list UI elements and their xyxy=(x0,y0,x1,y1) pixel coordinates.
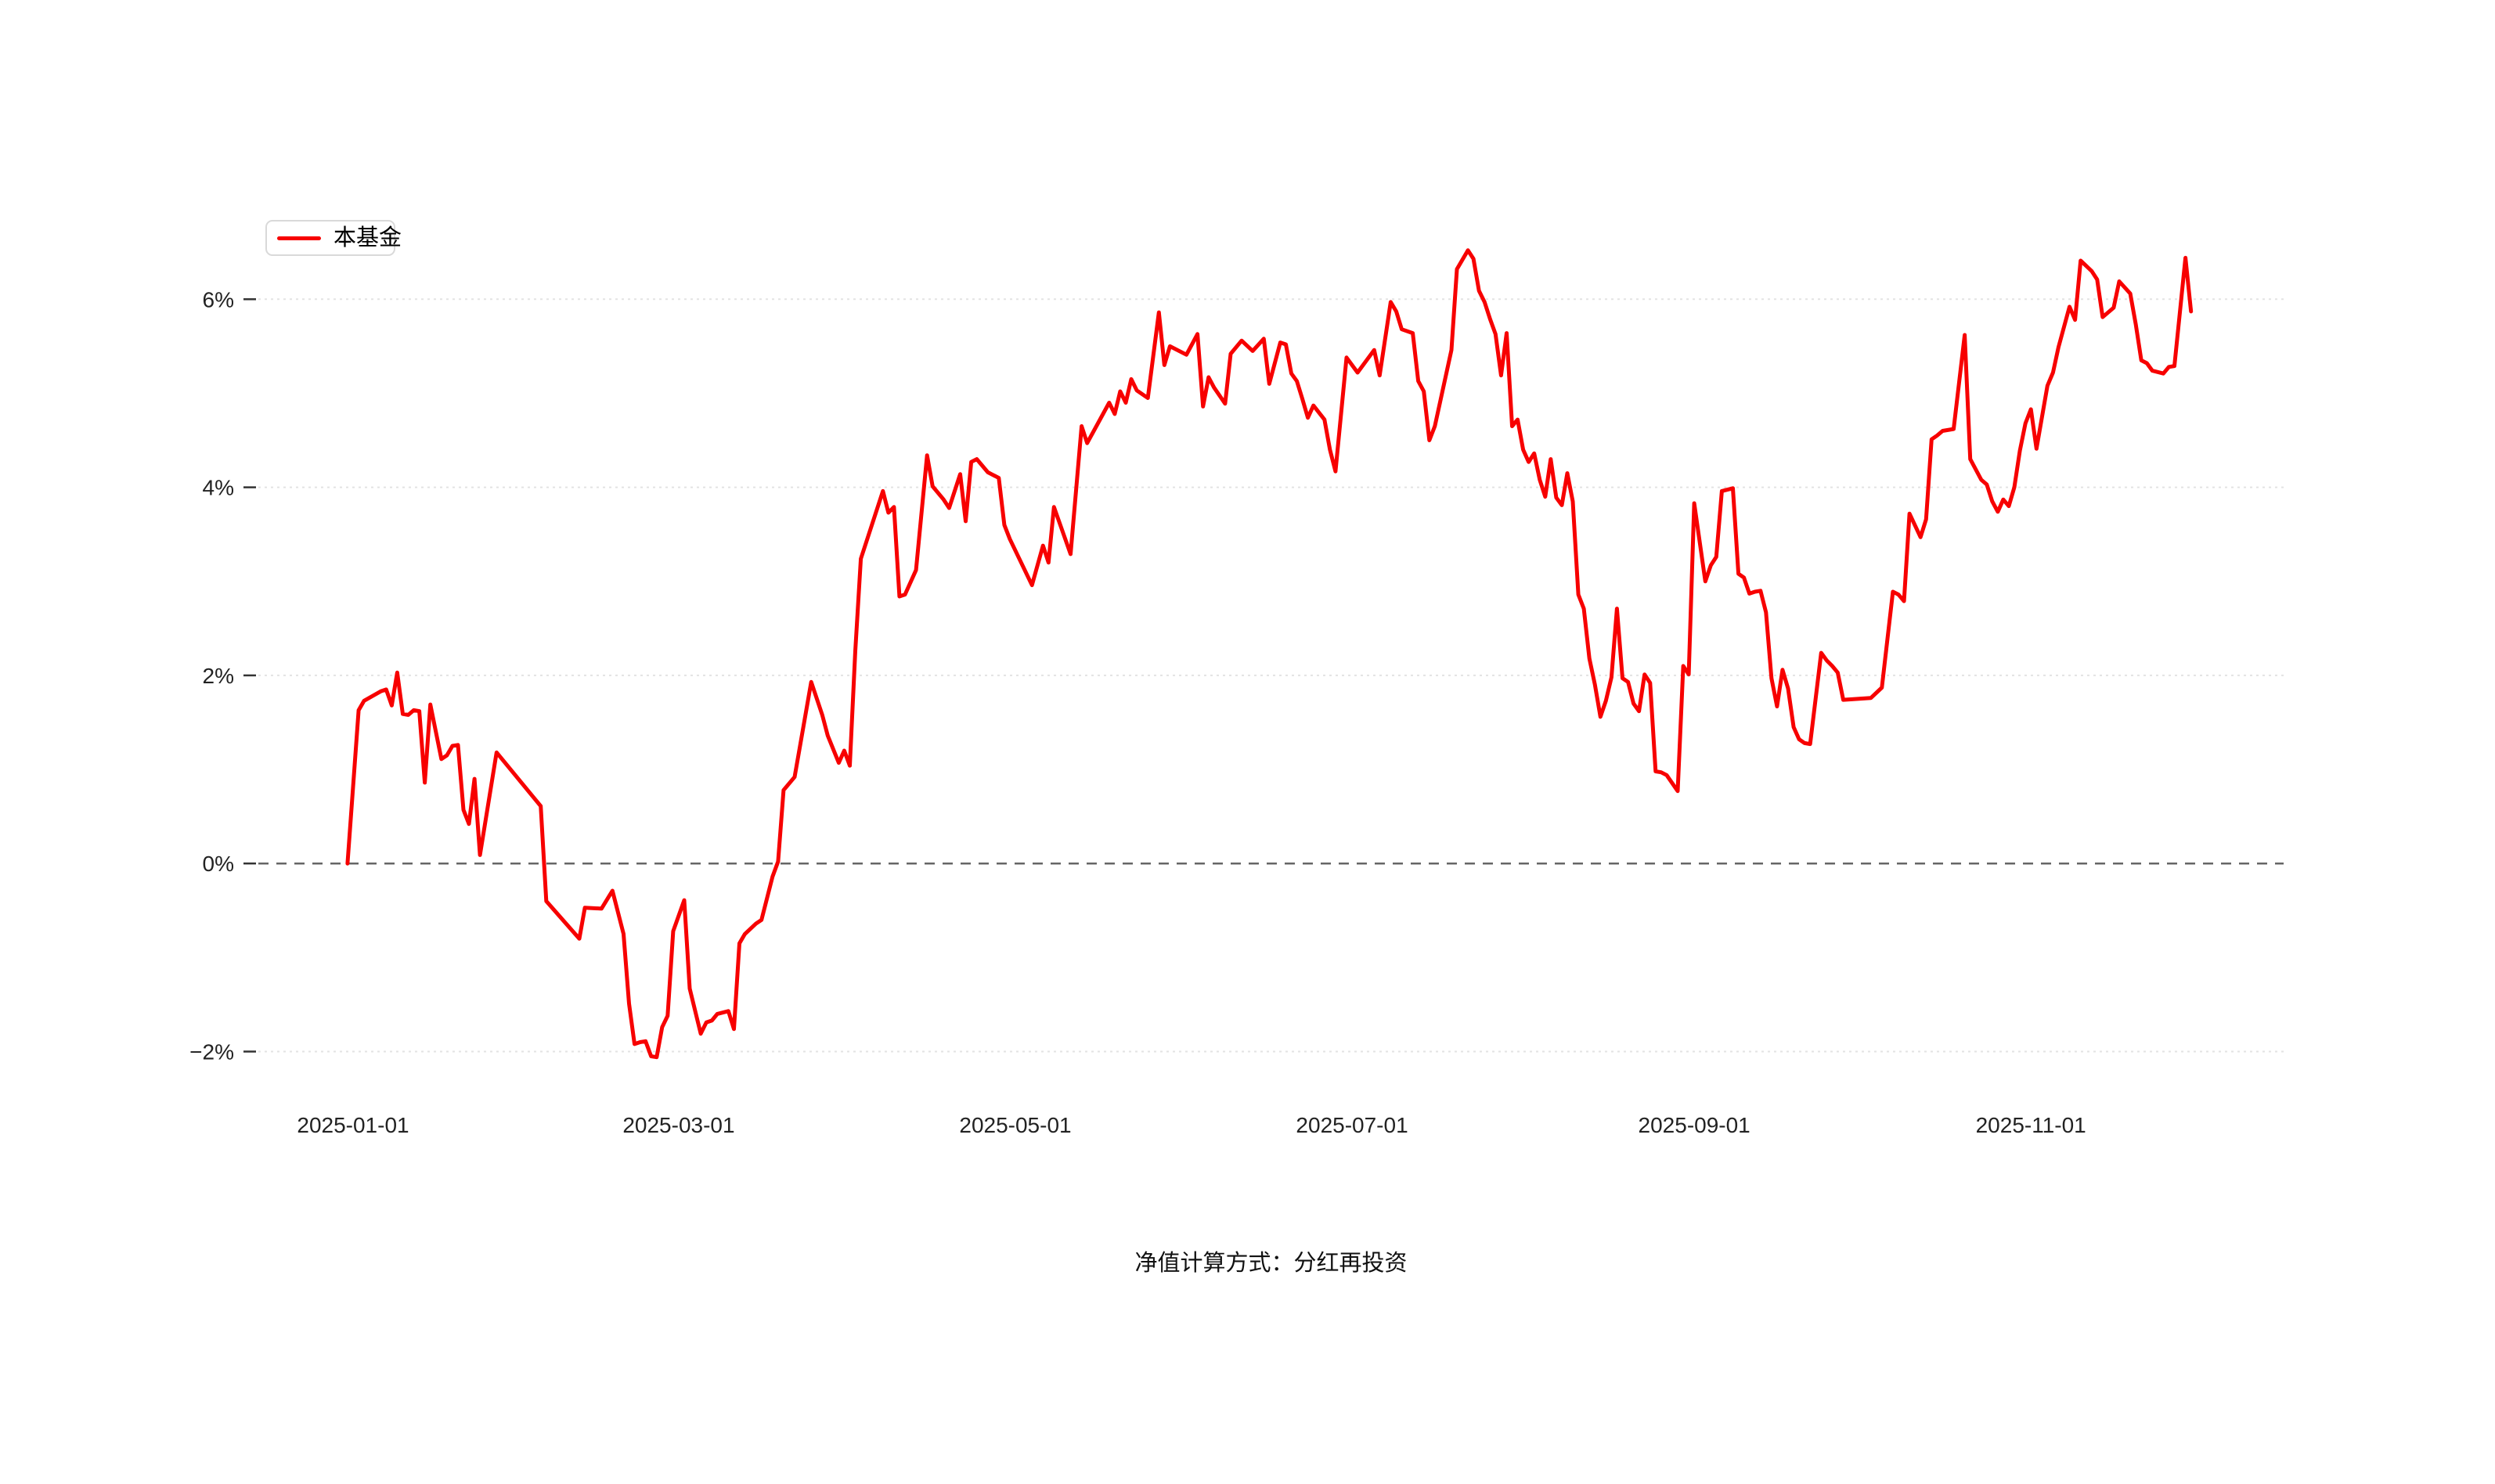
legend-item-fund[interactable]: 本基金 xyxy=(265,220,402,256)
x-axis-label: 2025-11-01 xyxy=(1976,1113,2086,1137)
x-axis-label: 2025-01-01 xyxy=(297,1113,409,1137)
legend-line-swatch xyxy=(277,236,321,240)
legend-label: 本基金 xyxy=(334,225,402,250)
y-axis-label: 0% xyxy=(203,852,234,876)
y-axis-label: 2% xyxy=(203,664,234,688)
fund-line-series xyxy=(345,248,2194,1060)
y-axis-label: −2% xyxy=(189,1040,234,1064)
y-axis-label: 6% xyxy=(203,287,234,312)
x-axis-label: 2025-07-01 xyxy=(1296,1113,1408,1137)
x-axis-label: 2025-03-01 xyxy=(622,1113,734,1137)
x-axis-label: 2025-09-01 xyxy=(1639,1113,1750,1137)
nav-calculation-note: 净值计算方式：分红再投资 xyxy=(1134,1251,1408,1276)
y-axis-label: 4% xyxy=(203,476,234,500)
x-axis-label: 2025-05-01 xyxy=(959,1113,1071,1137)
